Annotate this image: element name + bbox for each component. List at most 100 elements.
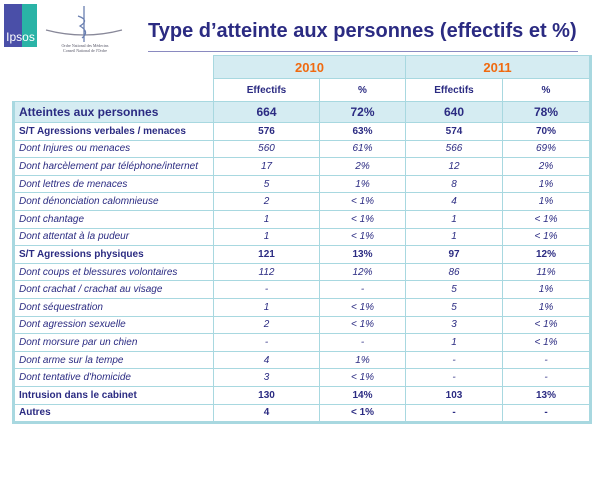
row-label: Dont morsure par un chien: [12, 333, 214, 352]
table-row: Dont harcèlement par téléphone/internet 1…: [12, 157, 592, 176]
cell-value: -: [405, 403, 503, 425]
cell-value: 78%: [502, 101, 592, 123]
table-row: Dont tentative d'homicide 3 < 1% - -: [12, 368, 592, 387]
cell-value: 2: [213, 192, 320, 211]
cell-value: 5: [405, 297, 503, 317]
cell-value: -: [319, 333, 406, 352]
data-table: 2010 2011 Effectifs % Effectifs % Attein…: [12, 55, 592, 425]
row-label: Dont séquestration: [12, 297, 214, 317]
title-divider: [148, 51, 578, 52]
cell-value: 8: [405, 174, 503, 194]
cell-value: 3: [405, 315, 503, 335]
table-row: Dont dénonciation calomnieuse 2 < 1% 4 1%: [12, 192, 592, 211]
cell-value: < 1%: [319, 192, 406, 211]
cell-value: -: [405, 368, 503, 387]
cell-value: 14%: [319, 385, 406, 405]
cell-value: 1%: [502, 174, 592, 194]
cell-value: -: [405, 350, 503, 370]
cell-value: 2%: [502, 157, 592, 176]
cell-value: < 1%: [502, 315, 592, 335]
year-2010-header: 2010: [213, 55, 406, 79]
year-2011-header: 2011: [405, 55, 592, 79]
row-label: Autres: [12, 403, 214, 425]
cell-value: -: [319, 280, 406, 299]
cell-value: 103: [405, 385, 503, 405]
cell-value: 1%: [319, 350, 406, 370]
row-label: S/T Agressions physiques: [12, 245, 214, 264]
table-row: Dont lettres de menaces 5 1% 8 1%: [12, 174, 592, 194]
table-row: Dont chantage 1 < 1% 1 < 1%: [12, 209, 592, 229]
cell-value: 130: [213, 385, 320, 405]
cell-value: 1: [405, 333, 503, 352]
cell-value: -: [213, 280, 320, 299]
table-row: Dont morsure par un chien - -1 < 1%: [12, 333, 592, 352]
cell-value: 2%: [319, 157, 406, 176]
cell-value: 2: [213, 315, 320, 335]
cell-value: < 1%: [319, 209, 406, 229]
row-label: S/T Agressions verbales / menaces: [12, 122, 214, 141]
cell-value: 61%: [319, 139, 406, 159]
cell-value: 664: [213, 101, 320, 123]
cell-value: 1%: [502, 280, 592, 299]
table-row: Dont séquestration 1 < 1% 5 1%: [12, 297, 592, 317]
col-header: Effectifs: [405, 78, 503, 102]
ordre-medecins-logo: Ordre National des Médecins Conseil Natio…: [44, 4, 124, 52]
page-title: Type d’atteinte aux personnes (effectifs…: [148, 20, 577, 42]
cell-value: 97: [405, 245, 503, 264]
cell-value: 12: [405, 157, 503, 176]
cell-value: < 1%: [502, 209, 592, 229]
cell-value: 3: [213, 368, 320, 387]
cell-value: < 1%: [502, 227, 592, 247]
empty-cell: [14, 56, 214, 79]
cell-value: 11%: [502, 262, 592, 282]
row-label: Dont agression sexuelle: [12, 315, 214, 335]
cell-value: < 1%: [319, 403, 406, 425]
cell-value: -: [213, 333, 320, 352]
cell-value: < 1%: [319, 227, 406, 247]
ordre-subtitle: Conseil National de l'Ordre: [63, 47, 107, 53]
cell-value: -: [502, 350, 592, 370]
cell-value: 560: [213, 139, 320, 159]
table-row: Dont arme sur la tempe 4 1% - -: [12, 350, 592, 370]
cell-value: 70%: [502, 122, 592, 141]
cell-value: 112: [213, 262, 320, 282]
cell-value: -: [502, 368, 592, 387]
table-row: Dont attentat à la pudeur 1 < 1% 1 < 1%: [12, 227, 592, 247]
row-label: Dont coups et blessures volontaires: [12, 262, 214, 282]
row-label: Dont dénonciation calomnieuse: [12, 192, 214, 211]
col-header: %: [502, 78, 592, 102]
cell-value: 574: [405, 122, 503, 141]
cell-value: 5: [405, 280, 503, 299]
cell-value: < 1%: [319, 297, 406, 317]
col-header: Effectifs: [213, 78, 320, 102]
cell-value: 1%: [502, 192, 592, 211]
cell-value: 566: [405, 139, 503, 159]
row-label: Dont Injures ou menaces: [12, 139, 214, 159]
table-row: Autres 4 < 1% - -: [12, 403, 592, 425]
cell-value: 640: [405, 101, 503, 123]
cell-value: 4: [213, 403, 320, 425]
cell-value: 4: [213, 350, 320, 370]
row-label: Dont arme sur la tempe: [12, 350, 214, 370]
cell-value: 121: [213, 245, 320, 264]
table-row: Atteintes aux personnes 664 72% 640 78%: [12, 101, 592, 123]
cell-value: 13%: [319, 245, 406, 264]
cell-value: 1: [213, 297, 320, 317]
row-label: Dont attentat à la pudeur: [12, 227, 214, 247]
ipsos-logo-text: Ipsos: [6, 30, 35, 44]
cell-value: < 1%: [319, 315, 406, 335]
empty-cell: [14, 79, 214, 102]
cell-value: 1%: [502, 297, 592, 317]
caduceus-icon: [45, 6, 123, 42]
cell-value: 63%: [319, 122, 406, 141]
cell-value: 72%: [319, 101, 406, 123]
table-row: Dont agression sexuelle 2 < 1% 3 < 1%: [12, 315, 592, 335]
row-label: Atteintes aux personnes: [12, 101, 214, 123]
cell-value: 1: [405, 227, 503, 247]
cell-value: < 1%: [502, 333, 592, 352]
row-label: Dont tentative d'homicide: [12, 368, 214, 387]
cell-value: 69%: [502, 139, 592, 159]
cell-value: 12%: [319, 262, 406, 282]
table-row: S/T Agressions physiques 121 13% 97 12%: [12, 245, 592, 264]
row-label: Dont chantage: [12, 209, 214, 229]
